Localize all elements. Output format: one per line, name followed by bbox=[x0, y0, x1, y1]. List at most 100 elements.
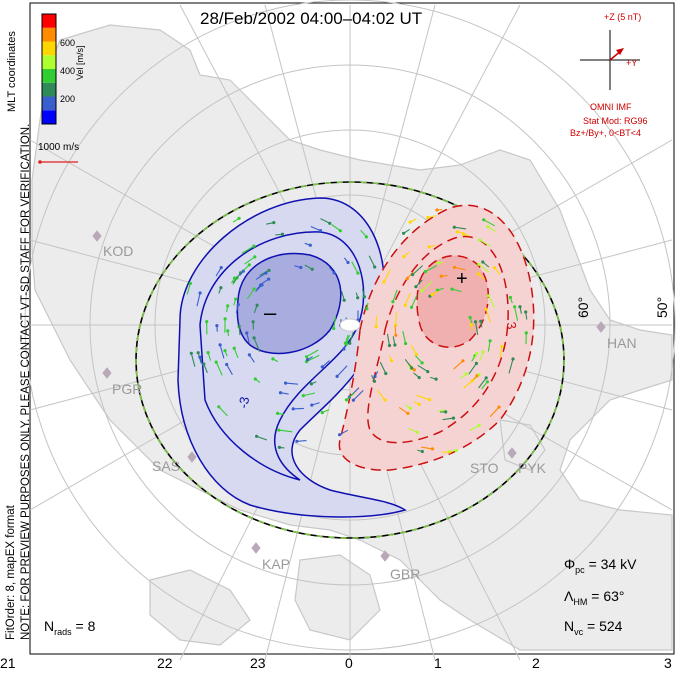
colorbar-tick-200: 200 bbox=[60, 94, 76, 104]
velocity-vector bbox=[410, 344, 417, 355]
velocity-vector bbox=[394, 325, 397, 336]
velocity-vector bbox=[275, 233, 283, 236]
velocity-vector bbox=[285, 382, 299, 385]
colorbar-swatch bbox=[42, 69, 56, 83]
velocity-vector bbox=[322, 409, 330, 414]
stat-phi-value: = 34 kV bbox=[588, 556, 637, 572]
lat-label-50: 50° bbox=[654, 296, 670, 318]
velocity-vector bbox=[278, 429, 293, 433]
velocity-vector bbox=[321, 360, 330, 368]
velocity-vector bbox=[233, 298, 237, 306]
velocity-vector bbox=[482, 261, 490, 268]
velocity-vector bbox=[219, 344, 225, 359]
velocity-vector bbox=[463, 233, 470, 237]
colorbar-swatch bbox=[42, 27, 56, 42]
velocity-vector bbox=[304, 242, 311, 246]
velocity-vector bbox=[272, 358, 279, 363]
velocity-vector bbox=[421, 280, 433, 292]
velocity-vector bbox=[368, 255, 376, 268]
vector-origin bbox=[245, 331, 249, 335]
velocity-vector bbox=[331, 224, 341, 232]
velocity-vector bbox=[360, 229, 367, 238]
velocity-vector bbox=[459, 373, 467, 380]
velocity-vector bbox=[296, 440, 307, 442]
velocity-vector bbox=[279, 446, 285, 449]
velocity-vector bbox=[256, 435, 268, 441]
velocity-vector bbox=[406, 271, 414, 280]
velocity-vector bbox=[199, 356, 204, 367]
velocity-vector bbox=[489, 406, 500, 418]
velocity-vector bbox=[436, 208, 443, 211]
colorbar-swatch bbox=[42, 96, 56, 111]
velocity-vector bbox=[412, 265, 423, 276]
stat-nrads: Nrads = 8 bbox=[44, 618, 95, 637]
potential-min-marker: – bbox=[264, 300, 277, 325]
colorbar-swatch bbox=[42, 14, 56, 28]
velocity-vector bbox=[453, 360, 464, 370]
velocity-vector bbox=[392, 336, 396, 346]
velocity-vector bbox=[366, 302, 369, 309]
vector-origin bbox=[280, 232, 285, 236]
velocity-vector bbox=[311, 402, 320, 406]
velocity-vector bbox=[451, 288, 462, 293]
colorbar-frame bbox=[41, 13, 57, 125]
site-label-gbr: GBR bbox=[390, 566, 421, 582]
velocity-vector bbox=[477, 273, 486, 281]
mlt-label-3: 3 bbox=[664, 655, 672, 671]
velocity-vector bbox=[485, 309, 492, 323]
velocity-vector bbox=[470, 324, 473, 331]
velocity-vector bbox=[355, 292, 359, 298]
velocity-vector bbox=[253, 337, 261, 352]
vector-origin bbox=[452, 225, 456, 229]
contour-label-neg: -3 bbox=[235, 395, 253, 410]
scale-vector bbox=[38, 160, 78, 164]
velocity-vector bbox=[231, 277, 235, 284]
velocity-vector bbox=[247, 288, 255, 300]
velocity-vector bbox=[411, 294, 418, 308]
velocity-vector bbox=[473, 352, 478, 359]
vector-origin bbox=[205, 320, 209, 324]
mlt-label-23: 23 bbox=[250, 655, 266, 671]
velocity-vector bbox=[218, 287, 222, 294]
velocity-vector bbox=[349, 331, 354, 344]
stat-nvc-value: = 524 bbox=[587, 618, 623, 634]
velocity-vector bbox=[447, 449, 457, 453]
velocity-vector bbox=[353, 390, 364, 401]
velocity-vector bbox=[417, 449, 423, 453]
velocity-vector bbox=[414, 355, 423, 364]
velocity-vector bbox=[389, 355, 393, 361]
mlt-label-21: 21 bbox=[0, 655, 16, 671]
velocity-vector bbox=[525, 311, 528, 320]
velocity-vector bbox=[371, 375, 375, 382]
velocity-vector bbox=[243, 264, 250, 271]
colorbar-swatch bbox=[42, 55, 56, 69]
colorbar-tick-400: 400 bbox=[60, 66, 76, 76]
velocity-vector bbox=[346, 392, 355, 401]
velocity-vector bbox=[280, 392, 289, 395]
colorbar-swatch bbox=[42, 82, 56, 97]
lat-label-60: 60° bbox=[575, 296, 591, 318]
stat-model-label: Stat Mod: RG96 bbox=[583, 116, 648, 126]
stat-lambda-sub: HM bbox=[573, 596, 588, 607]
velocity-vector bbox=[303, 392, 316, 397]
velocity-vector bbox=[215, 267, 222, 277]
velocity-vector bbox=[226, 305, 229, 313]
velocity-vector bbox=[474, 321, 479, 335]
velocity-vector bbox=[509, 297, 513, 304]
velocity-vector bbox=[437, 261, 444, 264]
velocity-vector bbox=[471, 355, 476, 362]
velocity-vector bbox=[478, 263, 490, 273]
stat-lambda-symbol: Λ bbox=[564, 588, 574, 604]
velocity-vector bbox=[341, 291, 345, 301]
velocity-vector bbox=[386, 333, 391, 346]
velocity-vector bbox=[469, 424, 480, 432]
velocity-vector bbox=[374, 371, 379, 377]
velocity-vector bbox=[488, 295, 496, 308]
velocity-vector bbox=[336, 365, 348, 377]
velocity-vector bbox=[403, 228, 410, 234]
vector-origin bbox=[455, 230, 459, 234]
pole-marker bbox=[339, 318, 361, 332]
stat-phi-pc: Φpc = 34 kV bbox=[564, 556, 636, 575]
velocity-vector bbox=[215, 361, 223, 376]
